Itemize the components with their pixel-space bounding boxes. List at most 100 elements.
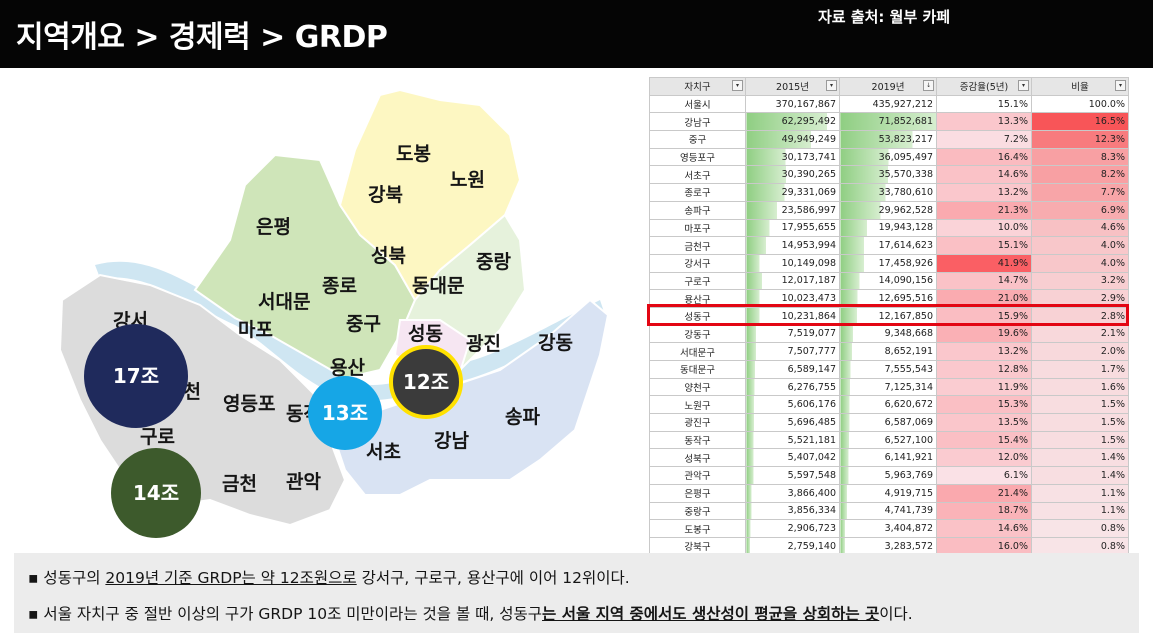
table-row: 노원구 5,606,176 6,620,672 15.3% 1.5%: [649, 395, 1129, 415]
label-yeongdeungpo: 영등포: [223, 393, 275, 415]
cell-share: 8.2%: [1031, 165, 1129, 185]
table-row: 성동구 10,231,864 12,167,850 15.9% 2.8%: [649, 306, 1129, 326]
cell-change: 13.5%: [936, 413, 1032, 432]
cell-2015: 17,955,655: [745, 218, 840, 238]
cell-share: 6.9%: [1031, 200, 1129, 220]
cell-change: 18.7%: [936, 501, 1032, 521]
header-share[interactable]: 비율 ▾: [1031, 77, 1129, 96]
cell-district: 종로구: [649, 183, 746, 202]
cell-change: 15.1%: [936, 94, 1032, 114]
bubble-gangseo: [84, 324, 188, 428]
cell-share: 4.0%: [1031, 253, 1129, 273]
cell-district: 구로구: [649, 271, 746, 291]
cell-change: 12.0%: [936, 448, 1032, 468]
cell-2015: 14,953,994: [745, 236, 840, 255]
cell-share: 4.0%: [1031, 236, 1129, 255]
header-district[interactable]: 자치구 ▾: [649, 77, 746, 96]
summary-text: 이다.: [879, 605, 913, 623]
han-river: [95, 261, 605, 401]
table-row: 중구 49,949,249 53,823,217 7.2% 12.3%: [649, 130, 1129, 149]
cell-district: 마포구: [649, 218, 746, 238]
seoul-district-map: 도봉 노원 강북 은평 성북 중랑 종로 동대문 서대문 마포 중구 성동 광진…: [58, 88, 610, 538]
cell-2015: 10,023,473: [745, 289, 840, 308]
cell-district: 광진구: [649, 413, 746, 432]
label-songpa: 송파: [505, 406, 540, 428]
cell-2019: 17,614,623: [839, 236, 937, 255]
cell-change: 13.2%: [936, 342, 1032, 361]
label-gangnam: 강남: [434, 430, 469, 452]
filter-dropdown-icon[interactable]: ▾: [732, 80, 743, 91]
cell-2015: 6,589,147: [745, 360, 840, 379]
cell-2015: 29,331,069: [745, 183, 840, 202]
label-geumcheon: 금천: [222, 473, 257, 495]
table-row: 성북구 5,407,042 6,141,921 12.0% 1.4%: [649, 448, 1129, 468]
cell-share: 2.8%: [1031, 306, 1129, 326]
cell-share: 1.5%: [1031, 413, 1129, 432]
table-row: 마포구 17,955,655 19,943,128 10.0% 4.6%: [649, 218, 1129, 238]
table-row: 강서구 10,149,098 17,458,926 41.9% 4.0%: [649, 253, 1129, 273]
bubble-guro: [111, 448, 201, 538]
bubble-guro-label: 14조: [133, 481, 179, 505]
cell-district: 강남구: [649, 112, 746, 132]
cell-2019: 4,741,739: [839, 501, 937, 521]
table-row: 중랑구 3,856,334 4,741,739 18.7% 1.1%: [649, 501, 1129, 521]
region-southeast: [328, 298, 610, 496]
cell-2019: 17,458,926: [839, 253, 937, 273]
summary-line-2: ▪ 서울 자치구 중 절반 이상의 구가 GRDP 10조 미만이라는 것을 볼…: [28, 602, 913, 624]
header-change[interactable]: 증감율(5년) ▾: [936, 77, 1032, 96]
cell-2015: 370,167,867: [745, 94, 840, 114]
cell-district: 성북구: [649, 448, 746, 468]
filter-dropdown-icon[interactable]: ▾: [1018, 80, 1029, 91]
cell-2015: 12,017,187: [745, 271, 840, 291]
cell-2019: 3,404,872: [839, 519, 937, 538]
cell-district: 서초구: [649, 165, 746, 185]
cell-2015: 62,295,492: [745, 112, 840, 132]
cell-district: 양천구: [649, 377, 746, 397]
cell-2019: 6,620,672: [839, 395, 937, 415]
label-dongdaemun: 동대문: [412, 275, 464, 297]
title-bar: 지역개요 > 경제력 > GRDP 자료 출처: 월부 카페: [0, 0, 1153, 68]
sort-desc-icon[interactable]: ↓: [923, 80, 934, 91]
cell-2019: 5,963,769: [839, 466, 937, 485]
table-row: 금천구 14,953,994 17,614,623 15.1% 4.0%: [649, 236, 1129, 255]
cell-share: 3.2%: [1031, 271, 1129, 291]
cell-share: 2.0%: [1031, 342, 1129, 361]
label-guro: 구로: [140, 426, 175, 448]
cell-share: 1.1%: [1031, 483, 1129, 503]
cell-share: 1.5%: [1031, 430, 1129, 450]
cell-2019: 7,125,314: [839, 377, 937, 397]
table-row: 양천구 6,276,755 7,125,314 11.9% 1.6%: [649, 377, 1129, 397]
label-jungnang: 중랑: [476, 251, 511, 273]
header-label: 비율: [1071, 82, 1089, 94]
cell-2019: 3,283,572: [839, 536, 937, 556]
cell-change: 14.7%: [936, 271, 1032, 291]
header-2015[interactable]: 2015년 ▾: [745, 77, 840, 96]
page-title: 지역개요 > 경제력 > GRDP: [16, 20, 388, 55]
label-eunpyeong: 은평: [256, 216, 291, 238]
header-2019[interactable]: 2019년 ↓: [839, 77, 937, 96]
cell-2019: 435,927,212: [839, 94, 937, 114]
cell-2019: 35,570,338: [839, 165, 937, 185]
table-row: 용산구 10,023,473 12,695,516 21.0% 2.9%: [649, 289, 1129, 308]
bubble-yongsan: [308, 376, 382, 450]
table-row: 강남구 62,295,492 71,852,681 13.3% 16.5%: [649, 112, 1129, 132]
cell-change: 6.1%: [936, 466, 1032, 485]
label-gangdong: 강동: [538, 332, 573, 354]
header-label: 2015년: [776, 82, 809, 94]
cell-change: 19.6%: [936, 324, 1032, 344]
cell-2015: 5,521,181: [745, 430, 840, 450]
cell-share: 1.1%: [1031, 501, 1129, 521]
cell-2015: 10,149,098: [745, 253, 840, 273]
cell-2015: 7,507,777: [745, 342, 840, 361]
table-row: 관악구 5,597,548 5,963,769 6.1% 1.4%: [649, 466, 1129, 485]
cell-change: 13.2%: [936, 183, 1032, 202]
filter-dropdown-icon[interactable]: ▾: [826, 80, 837, 91]
table-row: 서대문구 7,507,777 8,652,191 13.2% 2.0%: [649, 342, 1129, 361]
filter-dropdown-icon[interactable]: ▾: [1115, 80, 1126, 91]
bubble-gangseo-label: 17조: [113, 364, 159, 388]
cell-district: 노원구: [649, 395, 746, 415]
cell-share: 100.0%: [1031, 94, 1129, 114]
cell-share: 1.7%: [1031, 360, 1129, 379]
header-label: 2019년: [871, 82, 905, 94]
table-row: 송파구 23,586,997 29,962,528 21.3% 6.9%: [649, 200, 1129, 220]
